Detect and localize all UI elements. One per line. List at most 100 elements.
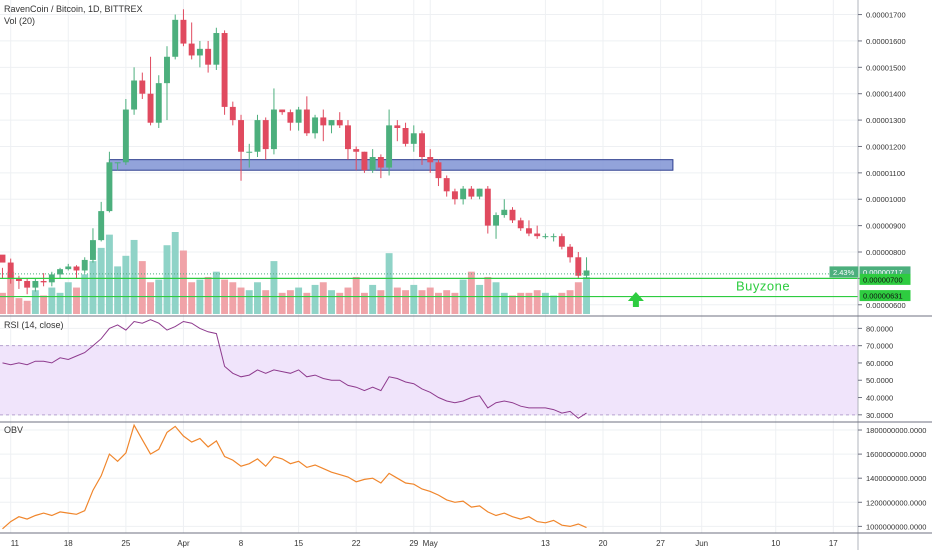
change-pct-label: 2.43% — [833, 268, 855, 277]
volume-bar-28 — [229, 282, 237, 314]
candle-body-15 — [122, 109, 129, 163]
candle-body-32 — [262, 120, 269, 150]
obv-axis[interactable]: 1800000000.0000 1600000000.0000 1400000000… — [858, 426, 926, 531]
volume-bar-2 — [15, 298, 23, 314]
obv-label: OBV — [4, 425, 23, 435]
candle-body-60 — [493, 215, 500, 226]
candle-body-36 — [295, 109, 302, 123]
candle-body-56 — [460, 188, 467, 200]
candle-body-34 — [279, 109, 286, 113]
obv-tick-label-1: 1600000000.0000 — [866, 450, 926, 459]
candle-body-59 — [484, 188, 491, 226]
price-axis[interactable]: 0.00001700 0.00001600 0.00001500 0.00001400… — [858, 11, 906, 310]
time-tick-label-4: 8 — [239, 539, 244, 548]
candle-body-9 — [73, 266, 80, 271]
volume-bars — [0, 232, 590, 314]
volume-bar-16 — [130, 239, 138, 314]
candle-body-45 — [369, 157, 376, 171]
candle-body-48 — [394, 125, 401, 128]
candle-body-10 — [81, 259, 88, 271]
volume-bar-64 — [525, 292, 533, 314]
volume-bar-30 — [245, 290, 253, 314]
volume-bar-59 — [484, 276, 492, 314]
volume-bar-48 — [393, 287, 401, 314]
price-tick-label-5: 0.00001200 — [866, 142, 906, 151]
candle-body-41 — [336, 120, 343, 126]
volume-bar-23 — [188, 282, 196, 314]
candle-body-68 — [558, 236, 565, 247]
candle-body-16 — [131, 80, 138, 110]
candle-body-14 — [114, 162, 121, 164]
candle-body-33 — [270, 109, 277, 150]
candle-body-66 — [542, 236, 549, 238]
volume-bar-39 — [319, 282, 327, 314]
candle-body-24 — [196, 48, 203, 56]
volume-bar-68 — [558, 292, 566, 314]
price-tick-label-1: 0.00001600 — [866, 37, 906, 46]
candles — [0, 9, 590, 295]
rsi-tick-label-2: 60.0000 — [866, 359, 893, 368]
candle-body-2 — [15, 278, 22, 282]
up-arrow-icon — [627, 292, 644, 307]
volume-bar-61 — [500, 292, 508, 314]
volume-bar-31 — [254, 282, 261, 314]
volume-bar-62 — [509, 295, 516, 314]
volume-bar-22 — [179, 250, 187, 314]
candle-body-69 — [567, 246, 574, 258]
candle-body-43 — [353, 149, 360, 152]
volume-bar-29 — [237, 287, 245, 314]
volume-bar-21 — [171, 232, 179, 314]
volume-label: Vol (20) — [4, 16, 35, 26]
volume-bar-9 — [73, 287, 80, 314]
volume-bar-50 — [410, 284, 418, 314]
volume-bar-11 — [89, 261, 97, 314]
time-tick-label-10: 20 — [599, 539, 608, 548]
candle-body-8 — [65, 266, 72, 270]
volume-bar-34 — [278, 292, 286, 314]
volume-bar-3 — [23, 300, 31, 314]
obv-line — [2, 423, 587, 530]
volume-bar-42 — [344, 287, 352, 314]
candle-body-50 — [410, 133, 417, 144]
candle-body-47 — [386, 125, 393, 168]
volume-bar-43 — [352, 276, 360, 314]
volume-bar-13 — [105, 234, 113, 314]
time-tick-label-3: Apr — [177, 539, 190, 548]
price-tick-label-9: 0.00000800 — [866, 248, 906, 257]
volume-bar-1 — [7, 271, 15, 314]
volume-bar-58 — [476, 284, 484, 314]
rsi-tick-label-4: 40.0000 — [866, 394, 893, 403]
volume-bar-55 — [451, 292, 459, 314]
volume-bar-71 — [583, 276, 590, 314]
volume-bar-26 — [212, 271, 220, 314]
volume-bar-4 — [31, 290, 39, 314]
volume-bar-17 — [138, 261, 146, 314]
buyzone-label: Buyzone — [736, 278, 790, 293]
volume-bar-69 — [566, 290, 574, 314]
time-tick-label-14: 17 — [829, 539, 838, 548]
last-price-label: 0.00000717 — [863, 268, 903, 277]
candle-body-25 — [205, 48, 212, 65]
candle-body-17 — [139, 80, 146, 94]
candle-body-35 — [287, 112, 294, 123]
volume-bar-40 — [328, 290, 335, 314]
candle-body-51 — [419, 133, 425, 158]
candle-body-12 — [98, 211, 105, 241]
volume-bar-60 — [492, 282, 500, 314]
volume-bar-0 — [0, 292, 6, 314]
candle-body-54 — [443, 178, 450, 192]
candle-body-58 — [476, 188, 483, 197]
candle-body-5 — [40, 281, 47, 283]
price-tick-label-2: 0.00001500 — [866, 63, 906, 72]
rsi-axis[interactable]: 80.0000 70.0000 60.0000 50.0000 40.0000 30.00… — [858, 324, 893, 420]
candle-body-65 — [534, 233, 541, 237]
rsi-tick-label-0: 80.0000 — [866, 324, 893, 333]
candle-body-52 — [427, 157, 434, 163]
support-lines[interactable] — [0, 277, 858, 298]
time-axis[interactable]: 11 18 25 Apr 8 15 22 29 May 13 20 27 Jun 10 17 — [11, 539, 839, 548]
volume-bar-66 — [541, 292, 549, 314]
candle-body-40 — [328, 120, 335, 126]
volume-bar-14 — [114, 266, 122, 314]
